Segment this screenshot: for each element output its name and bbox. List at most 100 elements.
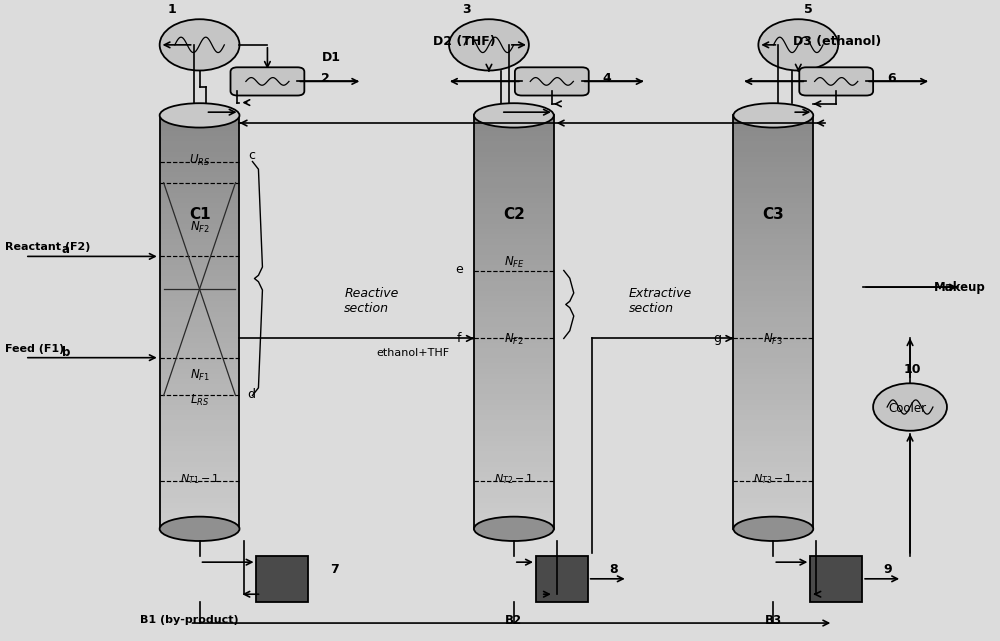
Text: 9: 9	[884, 563, 892, 576]
Text: Reactant (F2): Reactant (F2)	[5, 242, 90, 252]
Bar	[160, 198, 239, 203]
Bar	[474, 291, 554, 296]
Bar	[733, 286, 813, 291]
Bar	[733, 358, 813, 363]
Bar	[733, 188, 813, 193]
Bar	[160, 178, 239, 183]
Bar	[474, 234, 554, 240]
Bar	[474, 260, 554, 265]
Text: Reactive
section: Reactive section	[344, 287, 399, 315]
Bar	[733, 276, 813, 281]
Text: D1: D1	[322, 51, 341, 63]
Bar	[733, 389, 813, 394]
Bar	[160, 229, 239, 234]
Bar	[810, 556, 862, 602]
Bar	[733, 126, 813, 131]
Text: B1 (by-product): B1 (by-product)	[140, 615, 239, 626]
Text: C3: C3	[762, 207, 784, 222]
Bar	[733, 384, 813, 389]
FancyBboxPatch shape	[231, 67, 304, 96]
Bar	[733, 374, 813, 379]
Circle shape	[160, 19, 239, 71]
Bar	[160, 296, 239, 301]
Bar	[733, 477, 813, 482]
Bar	[733, 441, 813, 446]
Bar	[160, 167, 239, 172]
Bar	[733, 312, 813, 317]
Ellipse shape	[160, 103, 239, 128]
Bar	[733, 291, 813, 296]
Bar	[160, 410, 239, 415]
Text: 4: 4	[602, 72, 611, 85]
Bar	[474, 115, 554, 121]
Bar	[160, 271, 239, 276]
Bar	[160, 343, 239, 348]
Bar	[160, 503, 239, 508]
Bar	[160, 115, 239, 121]
Bar	[160, 188, 239, 193]
Bar	[474, 384, 554, 389]
Bar	[160, 394, 239, 399]
Bar	[474, 255, 554, 260]
Bar	[733, 131, 813, 136]
Text: Extractive
section: Extractive section	[629, 287, 692, 315]
Bar	[160, 446, 239, 451]
Bar	[474, 431, 554, 436]
Bar	[160, 312, 239, 317]
Bar	[733, 426, 813, 431]
Ellipse shape	[733, 103, 813, 128]
Bar	[733, 229, 813, 234]
Bar	[733, 306, 813, 312]
Bar	[474, 296, 554, 301]
Bar	[160, 193, 239, 198]
Bar	[733, 399, 813, 405]
Bar	[474, 188, 554, 193]
Bar	[160, 203, 239, 208]
Bar	[160, 431, 239, 436]
Bar	[474, 276, 554, 281]
Bar	[733, 141, 813, 146]
Bar	[733, 322, 813, 328]
Bar	[733, 333, 813, 338]
Bar	[160, 162, 239, 167]
Bar	[733, 348, 813, 353]
Bar	[474, 415, 554, 420]
Bar	[474, 183, 554, 188]
Bar	[474, 333, 554, 338]
Text: D3 (ethanol): D3 (ethanol)	[793, 35, 882, 48]
Bar	[474, 151, 554, 157]
Bar	[474, 229, 554, 234]
Bar	[160, 353, 239, 358]
Bar	[474, 338, 554, 343]
Bar	[733, 115, 813, 529]
Bar	[474, 115, 554, 529]
Bar	[733, 519, 813, 524]
Bar	[474, 524, 554, 529]
Bar	[733, 281, 813, 286]
Text: Cooler: Cooler	[888, 403, 926, 415]
Bar	[733, 172, 813, 178]
Circle shape	[758, 19, 838, 71]
Bar	[733, 451, 813, 456]
Bar	[474, 426, 554, 431]
Bar	[733, 157, 813, 162]
Text: $N_{T1}-1$: $N_{T1}-1$	[180, 472, 220, 487]
Bar	[733, 213, 813, 219]
Bar	[474, 131, 554, 136]
Bar	[474, 353, 554, 358]
Bar	[160, 126, 239, 131]
Bar	[733, 198, 813, 203]
Bar	[733, 446, 813, 451]
Bar	[733, 508, 813, 513]
Text: $N_{F1}$: $N_{F1}$	[190, 367, 210, 383]
Bar	[474, 240, 554, 245]
Circle shape	[449, 19, 529, 71]
Bar	[160, 234, 239, 240]
Text: Feed (F1): Feed (F1)	[5, 344, 64, 354]
Bar	[160, 513, 239, 519]
Bar	[474, 389, 554, 394]
Bar	[733, 178, 813, 183]
Bar	[733, 524, 813, 529]
Text: c: c	[248, 149, 255, 162]
Bar	[733, 271, 813, 276]
